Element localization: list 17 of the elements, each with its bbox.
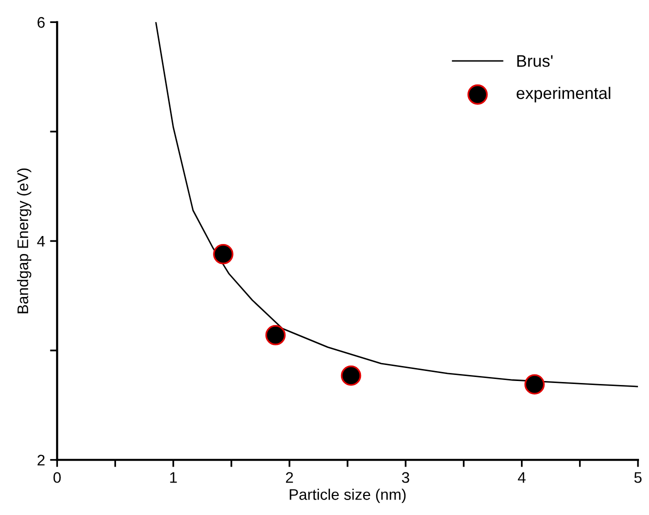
point (265, 324, 286, 346)
x-tick-label: 5 (634, 472, 642, 483)
y-tick-label: 6 (38, 17, 45, 28)
point (213, 244, 234, 264)
y-tick-label: 4 (37, 236, 45, 247)
x-tick-label: 1 (170, 472, 177, 483)
point (524, 374, 545, 395)
x-axis-title: Particle size (nm) (290, 488, 406, 503)
y-tick-label: 2 (38, 454, 45, 466)
legend-label: Brus' (517, 55, 553, 67)
y-axis-title: Bandgap Energy (eV) (17, 168, 32, 314)
x-tick-label: 0 (53, 472, 61, 483)
x-tick-label: 3 (402, 472, 410, 483)
x-tick-label: 4 (518, 472, 526, 483)
legend-label: experimental (516, 86, 610, 102)
point (340, 365, 362, 386)
x-tick-label: 2 (286, 472, 293, 483)
